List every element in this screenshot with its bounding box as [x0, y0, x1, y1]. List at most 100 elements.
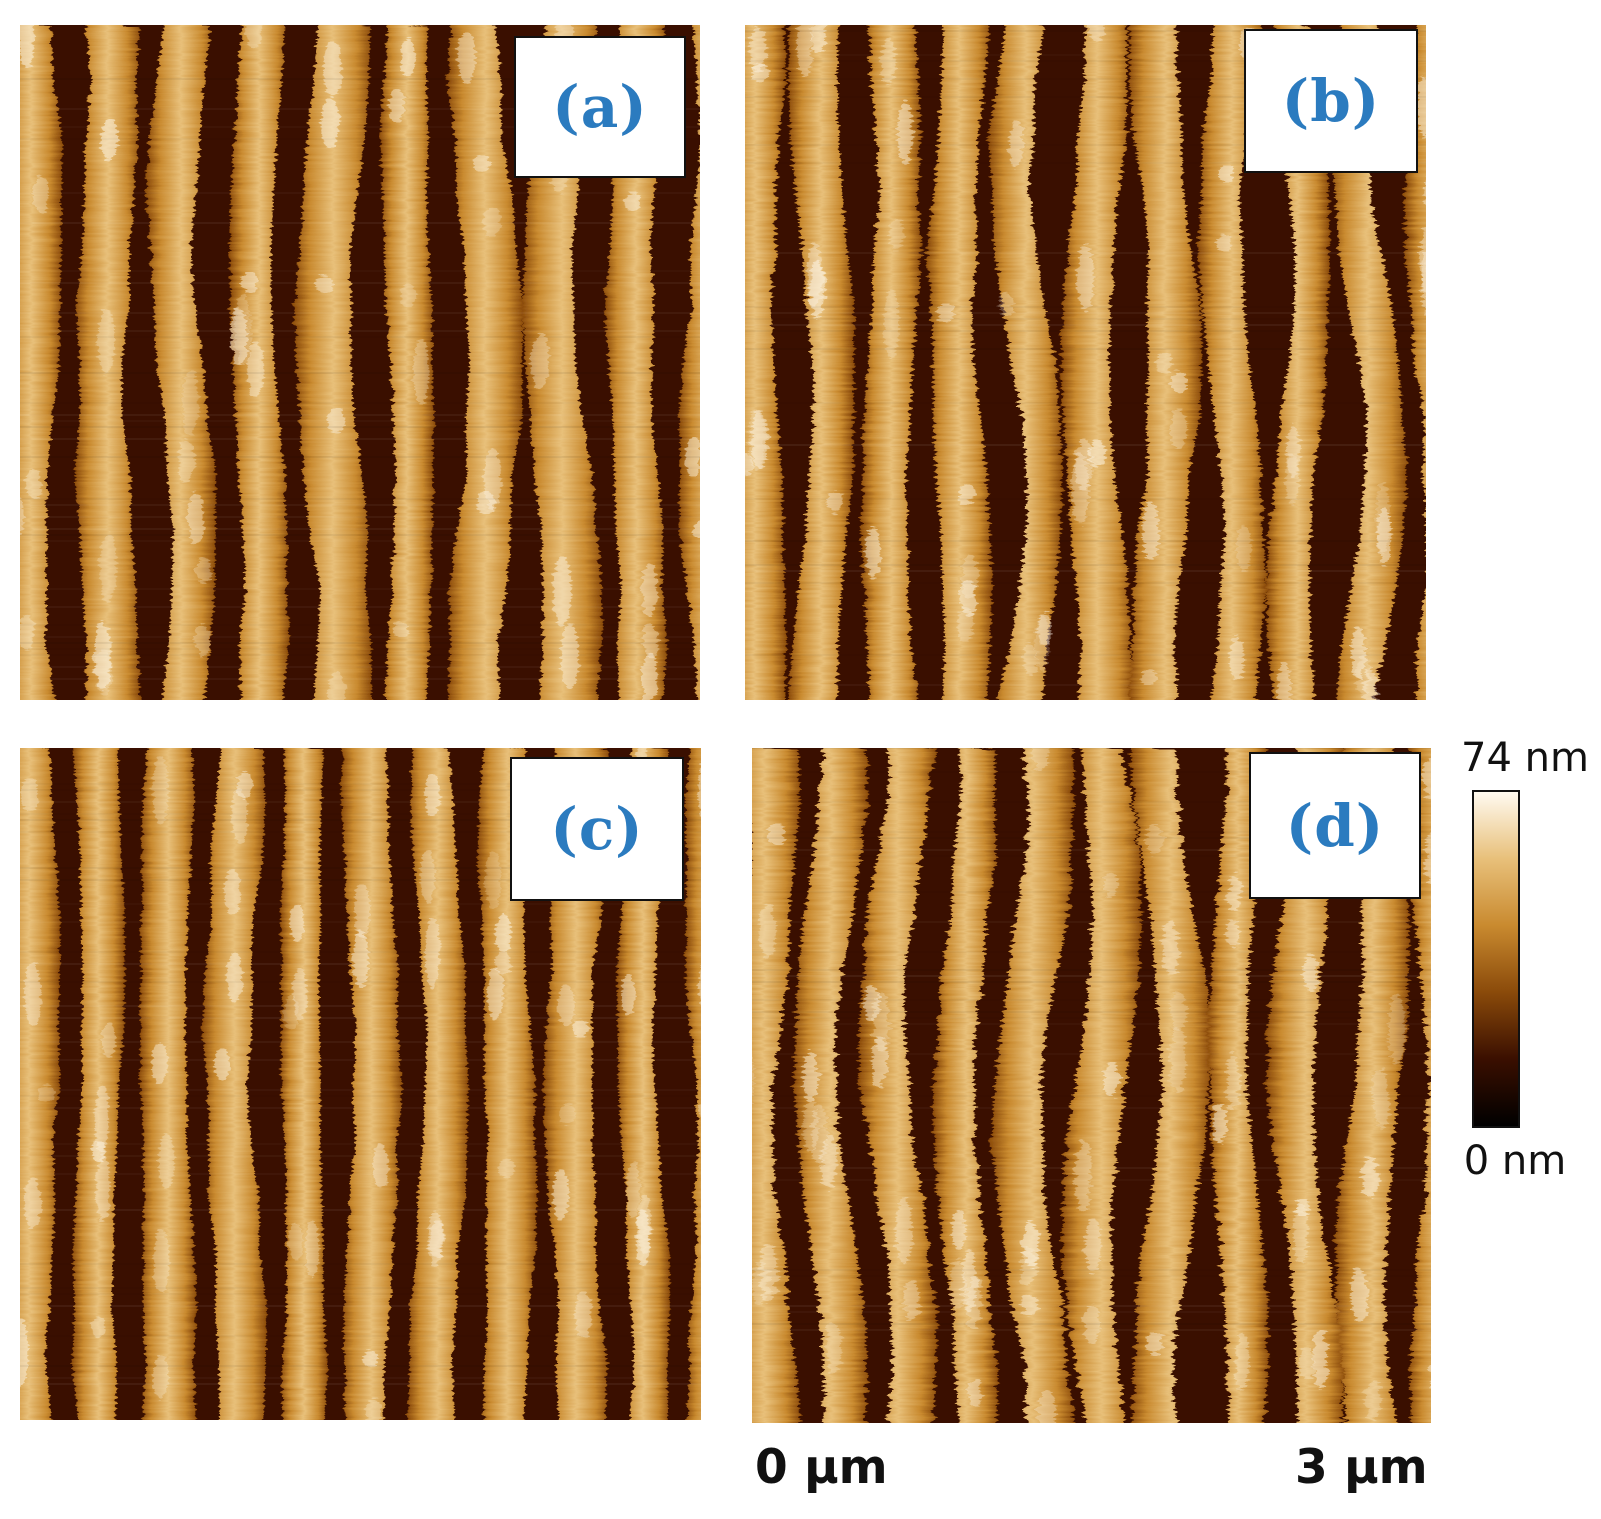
surface-highlight [751, 63, 769, 85]
surface-highlight [226, 952, 243, 1003]
surface-stripe [858, 748, 937, 1423]
surface-highlight [530, 333, 550, 389]
surface-highlight [895, 1197, 912, 1265]
surface-highlight [495, 914, 512, 954]
surface-highlight [178, 438, 195, 483]
surface-highlight [961, 553, 979, 600]
surface-stripe [991, 748, 1074, 1423]
surface-highlight [897, 101, 913, 165]
surface-highlight [99, 532, 117, 602]
surface-highlight [96, 1155, 111, 1222]
surface-highlight [642, 622, 659, 659]
surface-highlight [482, 207, 501, 237]
surface-highlight [560, 623, 579, 690]
surface-highlight [699, 1103, 701, 1117]
surface-stripe [521, 25, 603, 700]
surface-stripe [477, 748, 537, 1420]
surface-highlight [821, 1134, 838, 1188]
surface-highlight [685, 436, 700, 477]
surface-highlight [1218, 165, 1234, 182]
afm-texture [745, 25, 1426, 700]
surface-highlight [1075, 1140, 1092, 1211]
surface-highlight [1236, 525, 1252, 572]
surface-highlight [214, 1048, 231, 1081]
surface-highlight [559, 1102, 576, 1124]
surface-highlight [950, 1259, 965, 1311]
surface-highlight [1225, 919, 1240, 949]
surface-highlight [1416, 75, 1426, 138]
surface-stripe [988, 25, 1063, 700]
surface-highlight [641, 651, 658, 700]
surface-highlight [429, 1221, 445, 1259]
surface-stripe [788, 25, 855, 700]
surface-highlight [20, 1317, 29, 1387]
surface-stripe [1130, 748, 1211, 1423]
surface-highlight [158, 1133, 175, 1189]
surface-highlight [1140, 669, 1157, 687]
surface-highlight [1072, 453, 1089, 525]
surface-highlight [811, 25, 827, 53]
surface-highlight [866, 527, 882, 579]
surface-highlight [97, 308, 115, 375]
surface-highlight [153, 1228, 170, 1294]
surface-highlight [575, 1290, 592, 1339]
surface-stripe [380, 25, 434, 700]
surface-highlight [1009, 119, 1023, 169]
scale-end-label: 3 μm [1295, 1440, 1428, 1495]
surface-stripe [745, 25, 787, 700]
surface-stripe [685, 748, 701, 1420]
surface-highlight [641, 564, 658, 617]
panel-label-b: (b) [1244, 29, 1418, 173]
surface-highlight [621, 973, 635, 1015]
surface-highlight [287, 1222, 303, 1261]
surface-highlight [572, 1019, 589, 1037]
surface-highlight [903, 1280, 920, 1321]
afm-image-b [745, 25, 1426, 700]
surface-highlight [1388, 994, 1405, 1064]
surface-highlight [1022, 1222, 1040, 1267]
surface-highlight [101, 1023, 116, 1058]
surface-highlight [1213, 1101, 1227, 1145]
panel-label-a: (a) [514, 36, 686, 178]
surface-highlight [195, 558, 212, 583]
surface-highlight [365, 1398, 382, 1420]
surface-highlight [553, 556, 572, 626]
surface-highlight [884, 287, 899, 359]
surface-highlight [194, 625, 211, 656]
surface-highlight [752, 1058, 754, 1099]
surface-highlight [826, 1319, 842, 1373]
surface-highlight [558, 984, 575, 1027]
surface-highlight [413, 338, 429, 405]
surface-highlight [352, 931, 369, 989]
surface-highlight [1170, 370, 1187, 394]
surface-highlight [372, 1143, 389, 1189]
surface-highlight [1312, 1328, 1328, 1389]
surface-highlight [327, 671, 346, 700]
surface-highlight [1364, 1381, 1382, 1418]
surface-highlight [1085, 1217, 1101, 1273]
panel-label-c-text: (c) [550, 795, 644, 863]
surface-highlight [1424, 180, 1426, 205]
surface-stripe [447, 25, 523, 700]
surface-highlight [937, 302, 954, 323]
surface-highlight [1372, 1068, 1389, 1129]
surface-highlight [1170, 990, 1187, 1031]
surface-highlight [552, 1169, 569, 1219]
surface-highlight [807, 244, 823, 308]
surface-highlight [20, 614, 34, 651]
surface-highlight [476, 491, 495, 515]
surface-highlight [1146, 823, 1163, 855]
surface-highlight [20, 777, 38, 813]
surface-highlight [94, 1083, 109, 1153]
surface-highlight [1038, 1390, 1056, 1423]
surface-highlight [354, 883, 371, 939]
surface-highlight [182, 369, 199, 437]
surface-highlight [304, 1220, 320, 1278]
surface-highlight [20, 496, 24, 536]
surface-stripe [294, 25, 372, 700]
surface-highlight [247, 341, 264, 398]
surface-stripe [20, 748, 61, 1420]
surface-highlight [24, 1177, 42, 1230]
surface-highlight [966, 1276, 981, 1329]
surface-highlight [400, 39, 416, 76]
